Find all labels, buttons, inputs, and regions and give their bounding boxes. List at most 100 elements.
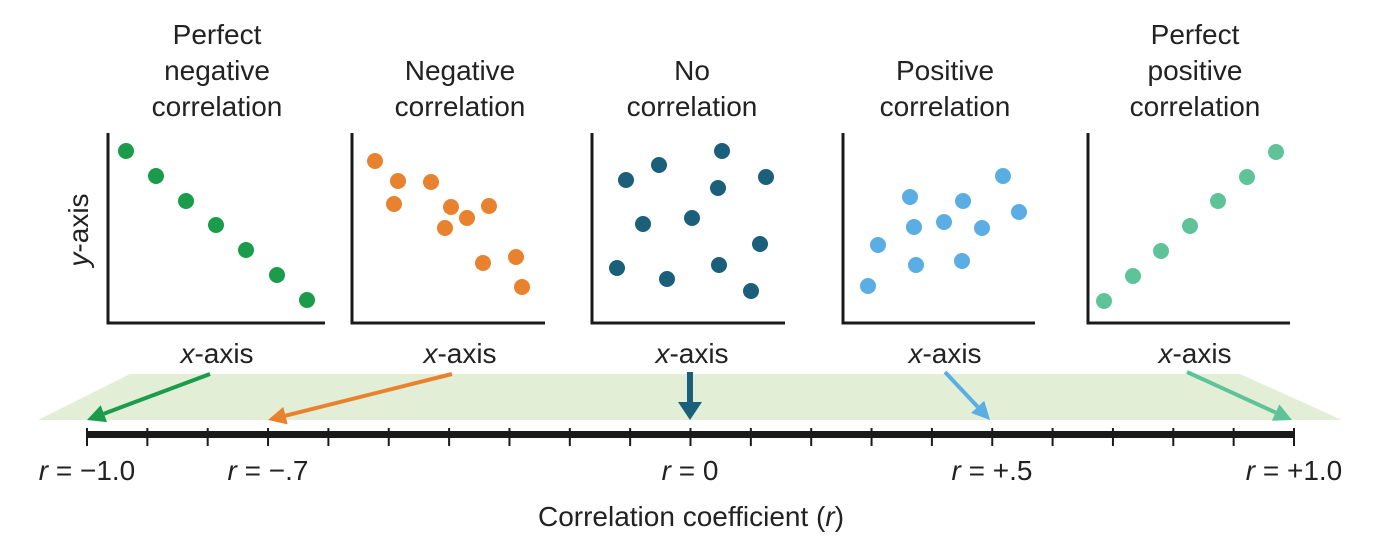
dot — [659, 271, 675, 287]
scale-label-var: r — [952, 455, 963, 486]
dot — [651, 157, 667, 173]
dot — [635, 216, 651, 232]
arrow-head — [268, 406, 288, 425]
panel-title: Negative — [405, 55, 516, 86]
panel-axes — [350, 133, 545, 325]
x-axis-label-rest: -axis — [669, 338, 728, 369]
y-var: y — [63, 251, 94, 269]
dot — [714, 143, 730, 159]
x-axis-label: x-axis — [178, 338, 253, 369]
scale-label-var: r — [1246, 455, 1257, 486]
panel-title: correlation — [1130, 91, 1261, 122]
x-axis-label-var: x — [653, 338, 670, 369]
dot — [508, 249, 524, 265]
scale-label-rest: = −.7 — [237, 455, 309, 486]
scale-label-rest: = −1.0 — [48, 455, 135, 486]
scale-label: r = −.7 — [228, 455, 309, 486]
x-axis-label-rest: -axis — [437, 338, 496, 369]
dot — [609, 260, 625, 276]
dot — [390, 173, 406, 189]
scale-label-var: r — [228, 455, 239, 486]
dot — [1182, 218, 1198, 234]
arrow-head — [971, 400, 990, 420]
dot — [936, 214, 952, 230]
scale-label-rest: = 0 — [671, 455, 718, 486]
scale-label-rest: = +.5 — [961, 455, 1033, 486]
panel-title: Perfect — [1151, 19, 1240, 50]
arrow-head — [87, 405, 108, 423]
dot — [118, 143, 134, 159]
dot — [386, 196, 402, 212]
x-axis-label-var: x — [906, 338, 923, 369]
panel-axes — [590, 133, 785, 325]
y-rest: -axis — [63, 193, 94, 252]
panel-axes — [841, 133, 1035, 325]
dot — [752, 236, 768, 252]
panel-title: Positive — [896, 55, 994, 86]
dot — [367, 153, 383, 169]
caption-before: Correlation coefficient ( — [538, 501, 826, 532]
dot — [437, 220, 453, 236]
scale-label: r = 0 — [662, 455, 719, 486]
dot — [1153, 243, 1169, 259]
dot — [906, 219, 922, 235]
panel-title: correlation — [880, 91, 1011, 122]
dot — [423, 174, 439, 190]
dot — [743, 283, 759, 299]
dot — [208, 217, 224, 233]
x-axis-label-rest: -axis — [922, 338, 981, 369]
panel-title: correlation — [395, 91, 526, 122]
caption: Correlation coefficient (r) — [538, 501, 844, 532]
dot — [514, 279, 530, 295]
panel-title: Perfect — [173, 19, 262, 50]
dot — [710, 180, 726, 196]
x-axis-label-var: x — [178, 338, 195, 369]
x-axis-label: x-axis — [1156, 338, 1231, 369]
scale-label: r = +1.0 — [1246, 455, 1343, 486]
dot — [711, 257, 727, 273]
panel-title: correlation — [627, 91, 758, 122]
dot — [870, 237, 886, 253]
caption-after: ) — [835, 501, 844, 532]
panel-title: positive — [1148, 55, 1243, 86]
arrow-shaft — [284, 372, 453, 418]
dot — [995, 168, 1011, 184]
dot — [908, 257, 924, 273]
caption-var: r — [825, 501, 836, 532]
x-axis-label: x-axis — [653, 338, 728, 369]
dot — [618, 172, 634, 188]
dot — [443, 199, 459, 215]
dot — [1239, 169, 1255, 185]
arrow-shaft — [103, 372, 211, 416]
arrow-head — [1271, 404, 1292, 421]
dot — [269, 267, 285, 283]
dot — [1210, 193, 1226, 209]
x-axis-label: x-axis — [906, 338, 981, 369]
dot — [481, 198, 497, 214]
dot — [178, 193, 194, 209]
dot — [860, 278, 876, 294]
scale-label: r = +.5 — [952, 455, 1033, 486]
x-axis-label-var: x — [421, 338, 438, 369]
panel-axes — [106, 133, 325, 325]
dot — [148, 168, 164, 184]
arrow-shaft — [943, 370, 980, 409]
dot — [1268, 144, 1284, 160]
dot — [475, 255, 491, 271]
dot — [684, 210, 700, 226]
dot — [238, 242, 254, 258]
dot — [974, 220, 990, 236]
y-axis-label: y-axis — [63, 193, 94, 268]
x-axis-label-rest: -axis — [194, 338, 253, 369]
dot — [299, 292, 315, 308]
dot — [758, 169, 774, 185]
dot — [1096, 293, 1112, 309]
panel-axes — [1086, 133, 1290, 325]
x-axis-label: x-axis — [421, 338, 496, 369]
arrow-head — [678, 402, 702, 420]
arrow-shaft — [1186, 370, 1277, 415]
x-axis-label-rest: -axis — [1172, 338, 1231, 369]
scale-label-var: r — [662, 455, 673, 486]
dot — [1011, 204, 1027, 220]
